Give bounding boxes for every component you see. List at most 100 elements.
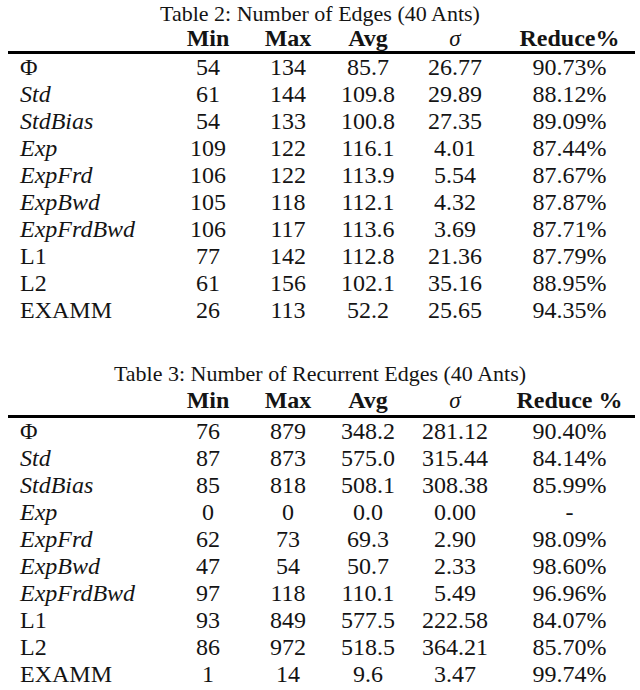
table-row: Exp000.00.00-: [8, 499, 635, 526]
table-row: ExpFrdBwd106117113.63.6987.71%: [8, 216, 635, 243]
cell-value: 575.0: [330, 445, 406, 472]
cell-value: 113: [246, 297, 330, 324]
cell-value: 281.12: [406, 417, 504, 446]
cell-value: 3.69: [406, 216, 504, 243]
table-row: ExpFrd106122113.95.5487.67%: [8, 162, 635, 189]
table-row: ExpFrdBwd97118110.15.4996.96%: [8, 580, 635, 607]
cell-value: 62: [170, 526, 246, 553]
row-label: ExpFrdBwd: [8, 580, 170, 607]
cell-value: 116.1: [330, 135, 406, 162]
cell-value: 50.7: [330, 553, 406, 580]
row-label: Std: [8, 445, 170, 472]
table-2-header: MinMaxAvgσReduce%: [8, 26, 635, 53]
cell-value: 47: [170, 553, 246, 580]
cell-value: 577.5: [330, 607, 406, 634]
table-3: MinMaxAvgσReduce % Φ76879348.2281.1290.4…: [8, 386, 635, 688]
row-label: ExpFrd: [8, 526, 170, 553]
cell-value: 142: [246, 243, 330, 270]
table-row: ExpBwd105118112.14.3287.87%: [8, 189, 635, 216]
cell-value: 5.54: [406, 162, 504, 189]
cell-value: 118: [246, 580, 330, 607]
row-label: Exp: [8, 499, 170, 526]
column-header-sigma: σ: [406, 26, 504, 53]
cell-value: 0.00: [406, 499, 504, 526]
column-header-avg: Avg: [330, 26, 406, 53]
cell-value: 99.74%: [504, 661, 635, 688]
cell-value: 89.09%: [504, 108, 635, 135]
cell-value: 84.14%: [504, 445, 635, 472]
cell-value: 102.1: [330, 270, 406, 297]
cell-value: 0: [170, 499, 246, 526]
cell-value: 97: [170, 580, 246, 607]
cell-value: 61: [170, 270, 246, 297]
cell-value: 90.40%: [504, 417, 635, 446]
cell-value: 818: [246, 472, 330, 499]
cell-value: 118: [246, 189, 330, 216]
cell-value: 73: [246, 526, 330, 553]
cell-value: 35.16: [406, 270, 504, 297]
cell-value: 87: [170, 445, 246, 472]
table-row: L193849577.5222.5884.07%: [8, 607, 635, 634]
cell-value: 77: [170, 243, 246, 270]
row-label: EXAMM: [8, 661, 170, 688]
row-label: L1: [8, 607, 170, 634]
cell-value: 0: [246, 499, 330, 526]
cell-value: 122: [246, 135, 330, 162]
table-row: L261156102.135.1688.95%: [8, 270, 635, 297]
cell-value: 109: [170, 135, 246, 162]
cell-value: 27.35: [406, 108, 504, 135]
row-label: ExpBwd: [8, 553, 170, 580]
cell-value: 508.1: [330, 472, 406, 499]
cell-value: 96.96%: [504, 580, 635, 607]
cell-value: 364.21: [406, 634, 504, 661]
cell-value: 29.89: [406, 81, 504, 108]
cell-value: 87.87%: [504, 189, 635, 216]
table-row: L177142112.821.3687.79%: [8, 243, 635, 270]
table-row: L286972518.5364.2185.70%: [8, 634, 635, 661]
cell-value: 3.47: [406, 661, 504, 688]
cell-value: 113.9: [330, 162, 406, 189]
cell-value: -: [504, 499, 635, 526]
header-row: MinMaxAvgσReduce%: [8, 26, 635, 53]
cell-value: 122: [246, 162, 330, 189]
cell-value: 21.36: [406, 243, 504, 270]
cell-value: 849: [246, 607, 330, 634]
table-3-caption: Table 3: Number of Recurrent Edges (40 A…: [0, 360, 640, 386]
cell-value: 0.0: [330, 499, 406, 526]
cell-value: 222.58: [406, 607, 504, 634]
table-row: StdBias85818508.1308.3885.99%: [8, 472, 635, 499]
cell-value: 87.67%: [504, 162, 635, 189]
cell-value: 85.70%: [504, 634, 635, 661]
cell-value: 90.73%: [504, 53, 635, 82]
cell-value: 110.1: [330, 580, 406, 607]
cell-value: 87.44%: [504, 135, 635, 162]
cell-value: 76: [170, 417, 246, 446]
table-3-header: MinMaxAvgσReduce %: [8, 386, 635, 417]
cell-value: 144: [246, 81, 330, 108]
cell-value: 88.12%: [504, 81, 635, 108]
cell-value: 98.09%: [504, 526, 635, 553]
row-label: L1: [8, 243, 170, 270]
cell-value: 156: [246, 270, 330, 297]
cell-value: 61: [170, 81, 246, 108]
header-corner-empty: [8, 386, 170, 417]
row-label: Std: [8, 81, 170, 108]
cell-value: 54: [170, 53, 246, 82]
header-row: MinMaxAvgσReduce %: [8, 386, 635, 417]
column-header-max: Max: [246, 386, 330, 417]
row-label: L2: [8, 634, 170, 661]
row-label: Exp: [8, 135, 170, 162]
table-row: Std61144109.829.8988.12%: [8, 81, 635, 108]
row-label: Φ: [8, 53, 170, 82]
table-row: Exp109122116.14.0187.44%: [8, 135, 635, 162]
cell-value: 2.33: [406, 553, 504, 580]
cell-value: 873: [246, 445, 330, 472]
column-header-avg: Avg: [330, 386, 406, 417]
cell-value: 308.38: [406, 472, 504, 499]
paper-page: Table 2: Number of Edges (40 Ants) MinMa…: [0, 0, 640, 690]
cell-value: 4.32: [406, 189, 504, 216]
table-row: EXAMM1149.63.4799.74%: [8, 661, 635, 688]
cell-value: 93: [170, 607, 246, 634]
table-3-section: Table 3: Number of Recurrent Edges (40 A…: [0, 360, 640, 688]
cell-value: 4.01: [406, 135, 504, 162]
